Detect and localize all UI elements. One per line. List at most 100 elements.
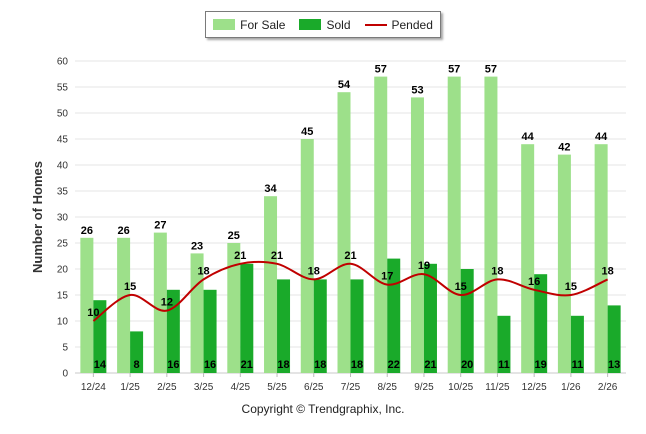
bar-sold[interactable] xyxy=(130,331,144,373)
label-sold: 8 xyxy=(134,359,140,371)
label-pended: 18 xyxy=(197,265,209,277)
legend-label-for-sale: For Sale xyxy=(240,17,286,32)
y-tick-label: 55 xyxy=(57,83,69,94)
bar-for-sale[interactable] xyxy=(410,97,424,374)
label-sold: 22 xyxy=(388,359,400,371)
legend-item-sold[interactable]: Sold xyxy=(299,17,351,32)
y-tick-label: 0 xyxy=(62,369,68,380)
label-pended: 21 xyxy=(344,250,356,262)
x-tick-label: 12/24 xyxy=(81,382,106,393)
bar-sold[interactable] xyxy=(313,279,327,373)
legend-item-pended[interactable]: Pended xyxy=(364,17,433,32)
bar-sold[interactable] xyxy=(570,315,584,373)
bar-sold[interactable] xyxy=(240,263,254,373)
label-pended: 16 xyxy=(528,276,540,288)
label-pended: 21 xyxy=(234,250,246,262)
label-sold: 20 xyxy=(461,359,473,371)
bar-sold[interactable] xyxy=(607,305,621,373)
chart-plot: 0 5 10 15 20 25 30 35 40 45 50 55 60 Number of Homes 2… xyxy=(30,57,626,393)
label-sold: 19 xyxy=(535,359,547,371)
label-pended: 19 xyxy=(418,260,430,272)
legend-swatch-sold xyxy=(299,19,322,30)
x-tick-label: 6/25 xyxy=(304,382,324,393)
x-tick-label: 1/25 xyxy=(120,382,140,393)
bar-for-sale[interactable] xyxy=(264,196,278,373)
label-for-sale: 57 xyxy=(448,64,460,76)
label-pended: 18 xyxy=(491,265,503,277)
x-tick-label: 7/25 xyxy=(341,382,361,393)
label-for-sale: 23 xyxy=(191,240,203,252)
x-tick-label: 10/25 xyxy=(448,382,473,393)
legend-swatch-for-sale xyxy=(213,19,236,30)
legend-swatch-pended xyxy=(364,23,387,26)
label-for-sale: 42 xyxy=(558,142,570,154)
bar-sold[interactable] xyxy=(387,258,401,373)
bar-for-sale[interactable] xyxy=(153,232,167,373)
x-tick-label: 9/25 xyxy=(414,382,434,393)
bar-for-sale[interactable] xyxy=(594,144,608,373)
label-sold: 13 xyxy=(608,359,620,371)
bar-for-sale[interactable] xyxy=(80,237,94,373)
label-for-sale: 44 xyxy=(595,131,608,143)
bar-sold[interactable] xyxy=(166,289,180,373)
x-tick-label: 12/25 xyxy=(522,382,547,393)
label-sold: 16 xyxy=(167,359,179,371)
bar-sold[interactable] xyxy=(534,274,548,373)
bar-for-sale[interactable] xyxy=(521,144,535,373)
y-tick-label: 5 xyxy=(62,343,68,354)
bar-for-sale[interactable] xyxy=(337,92,351,373)
bar-sold[interactable] xyxy=(203,289,217,373)
bar-for-sale[interactable] xyxy=(557,154,571,373)
label-sold: 11 xyxy=(572,359,584,371)
y-tick-label: 25 xyxy=(57,239,69,250)
y-tick-label: 15 xyxy=(57,291,69,302)
label-for-sale: 26 xyxy=(81,225,93,237)
y-tick-label: 20 xyxy=(57,265,69,276)
y-tick-label: 35 xyxy=(57,187,69,198)
label-for-sale: 26 xyxy=(117,225,129,237)
y-tick-label: 30 xyxy=(57,213,69,224)
bar-sold[interactable] xyxy=(423,263,437,373)
y-tick-label: 10 xyxy=(57,317,69,328)
label-pended: 17 xyxy=(381,271,393,283)
bar-for-sale[interactable] xyxy=(447,76,461,373)
bar-for-sale[interactable] xyxy=(374,76,388,373)
label-for-sale: 34 xyxy=(264,183,277,195)
label-sold: 14 xyxy=(94,359,107,371)
x-tick-label: 8/25 xyxy=(377,382,397,393)
label-pended: 12 xyxy=(161,297,173,309)
bar-for-sale[interactable] xyxy=(227,243,241,373)
label-sold: 18 xyxy=(351,359,363,371)
x-tick-label: 1/26 xyxy=(561,382,581,393)
x-tick-label: 4/25 xyxy=(231,382,251,393)
label-sold: 18 xyxy=(277,359,289,371)
bar-for-sale[interactable] xyxy=(190,253,204,373)
bar-for-sale[interactable] xyxy=(300,139,314,373)
bar-for-sale[interactable] xyxy=(117,237,131,373)
label-pended: 18 xyxy=(602,265,614,277)
label-sold: 21 xyxy=(424,359,436,371)
bar-for-sale[interactable] xyxy=(484,76,498,373)
label-for-sale: 57 xyxy=(485,64,497,76)
label-for-sale: 25 xyxy=(228,230,240,242)
label-pended: 15 xyxy=(124,281,136,293)
chart-legend: For Sale Sold Pended xyxy=(205,11,441,38)
copyright-footer: Copyright © Trendgraphix, Inc. xyxy=(241,402,405,416)
legend-label-pended: Pended xyxy=(391,17,433,32)
label-for-sale: 57 xyxy=(375,64,387,76)
bar-sold[interactable] xyxy=(497,315,511,373)
label-pended: 21 xyxy=(271,250,283,262)
line-pended[interactable] xyxy=(92,260,609,322)
y-tick-label: 50 xyxy=(57,109,69,120)
legend-label-sold: Sold xyxy=(326,17,351,32)
legend-item-for-sale[interactable]: For Sale xyxy=(213,18,285,32)
label-pended: 18 xyxy=(308,265,320,277)
label-pended: 15 xyxy=(455,281,467,293)
bar-sold[interactable] xyxy=(350,279,364,373)
bar-sold[interactable] xyxy=(277,279,291,373)
label-sold: 16 xyxy=(204,359,216,371)
y-tick-label: 60 xyxy=(57,57,69,68)
label-for-sale: 44 xyxy=(522,131,535,143)
x-tick-label: 11/25 xyxy=(485,382,510,393)
x-tick-label: 2/26 xyxy=(598,382,618,393)
